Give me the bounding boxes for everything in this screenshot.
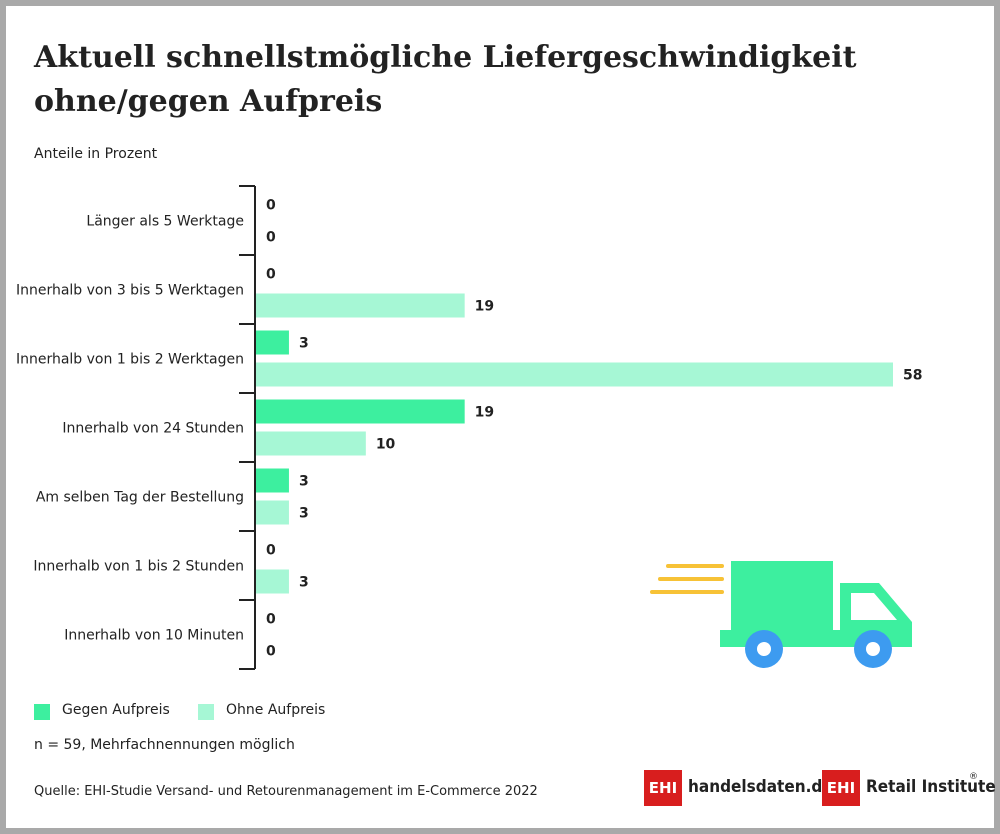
value-label-ohne-aufpreis: 19 <box>475 299 494 315</box>
value-label-gegen-aufpreis: 3 <box>299 474 309 490</box>
value-label-gegen-aufpreis: 3 <box>299 336 309 352</box>
ehi-retail-institute-logo: EHI Retail Institute ® <box>822 768 996 808</box>
value-label-ohne-aufpreis: 3 <box>299 506 309 522</box>
chart-subtitle: Anteile in Prozent <box>34 146 158 162</box>
handelsdaten-logo-text: handelsdaten.de <box>688 777 833 797</box>
legend-label-ohne-aufpreis: Ohne Aufpreis <box>226 702 326 718</box>
category-label: Innerhalb von 24 Stunden <box>62 421 244 437</box>
bar-ohne-aufpreis <box>256 431 366 456</box>
value-label-gegen-aufpreis: 0 <box>266 198 276 214</box>
category-label: Innerhalb von 10 Minuten <box>64 628 244 644</box>
value-label-ohne-aufpreis: 58 <box>903 368 922 384</box>
bar-chart: Länger als 5 Werktage Innerhalb von 3 bis… <box>16 185 922 670</box>
bar-ohne-aufpreis <box>256 500 289 525</box>
value-label-gegen-aufpreis: 0 <box>266 612 276 628</box>
registered-mark: ® <box>969 772 978 782</box>
category-label: Länger als 5 Werktage <box>86 214 244 230</box>
category-label: Innerhalb von 1 bis 2 Stunden <box>33 559 244 575</box>
bar-gegen-aufpreis <box>256 468 289 493</box>
bar-ohne-aufpreis <box>256 569 289 594</box>
value-label-ohne-aufpreis: 0 <box>266 644 276 660</box>
ehi-logo-box: EHI <box>822 770 860 806</box>
legend-swatch-ohne-aufpreis <box>198 704 214 720</box>
source-note: Quelle: EHI-Studie Versand- und Retouren… <box>34 784 538 799</box>
value-label-gegen-aufpreis: 0 <box>266 267 276 283</box>
legend-label-gegen-aufpreis: Gegen Aufpreis <box>62 702 170 718</box>
legend-swatch-gegen-aufpreis <box>34 704 50 720</box>
bar-ohne-aufpreis <box>256 362 893 387</box>
category-label: Am selben Tag der Bestellung <box>36 490 244 506</box>
value-label-ohne-aufpreis: 10 <box>376 437 396 453</box>
value-label-gegen-aufpreis: 0 <box>266 543 276 559</box>
value-label-ohne-aufpreis: 0 <box>266 230 276 246</box>
handelsdaten-logo: EHI handelsdaten.de <box>644 768 833 808</box>
category-label: Innerhalb von 3 bis 5 Werktagen <box>16 283 244 299</box>
bar-gegen-aufpreis <box>256 399 465 424</box>
delivery-truck-icon <box>650 561 912 668</box>
ehi-logo-box: EHI <box>644 770 682 806</box>
value-label-gegen-aufpreis: 19 <box>475 405 494 421</box>
category-label: Innerhalb von 1 bis 2 Werktagen <box>16 352 244 368</box>
bar-gegen-aufpreis <box>256 330 289 355</box>
sample-note: n = 59, Mehrfachnennungen möglich <box>34 737 295 753</box>
chart-title: Aktuell schnellstmögliche Liefergeschwin… <box>34 40 857 119</box>
retail-institute-logo-text: Retail Institute <box>866 777 996 797</box>
value-label-ohne-aufpreis: 3 <box>299 575 309 591</box>
bar-ohne-aufpreis <box>256 293 465 318</box>
chart-card <box>6 6 994 828</box>
